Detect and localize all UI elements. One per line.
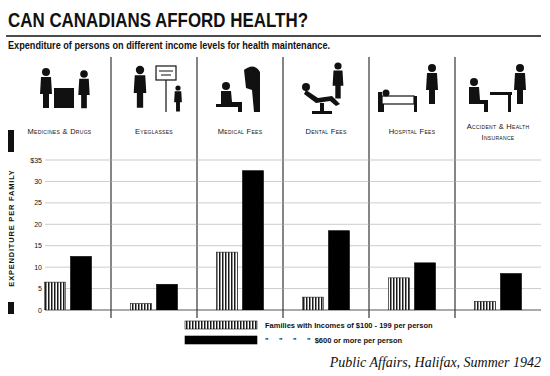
title-rule — [6, 35, 541, 37]
grid-line — [45, 181, 541, 182]
tick-label: $35 — [30, 157, 42, 164]
icon — [514, 73, 526, 104]
category-label-line: Medical Fees — [218, 127, 263, 136]
icon — [42, 68, 50, 76]
category-label-line: Eyeglasses — [135, 127, 173, 136]
icon — [222, 82, 230, 90]
legend-label: " " " " $600 or more per person — [265, 336, 403, 345]
background — [0, 0, 550, 376]
icon — [426, 73, 438, 104]
icon — [161, 75, 171, 76]
grid-line — [45, 202, 541, 203]
grid-line — [45, 160, 541, 161]
icons — [40, 62, 526, 114]
category-label: Eyeglasses — [135, 127, 173, 136]
bar — [243, 171, 264, 310]
tick-label: 15 — [34, 242, 42, 249]
icon — [382, 96, 414, 104]
icon — [159, 71, 173, 72]
axis-decoration — [8, 130, 14, 152]
grid-line — [45, 267, 541, 268]
icon — [156, 66, 176, 80]
icon — [508, 95, 511, 112]
category-label-line: Hospital Fees — [389, 127, 436, 136]
category-label: Accident & Health Insurance — [467, 122, 530, 142]
bar — [45, 282, 66, 310]
chart: CAN CANADIANS AFFORD HEALTH? Expenditure … — [0, 0, 550, 376]
bar — [131, 304, 152, 310]
category-label: Medical Fees — [218, 127, 263, 136]
icon — [382, 104, 384, 112]
icon — [469, 87, 488, 112]
column-separator — [368, 57, 369, 318]
icon — [78, 79, 89, 108]
legend-label: Families with Incomes of $100 - 199 per … — [265, 321, 433, 330]
y-axis-label: EXPENDITURE PER FAMILY — [7, 169, 16, 286]
tick-label: 30 — [34, 178, 42, 185]
icon — [136, 66, 144, 74]
icon — [216, 104, 238, 107]
category-label-line: Dental Fees — [305, 127, 346, 136]
category-label: Medicines & Drugs — [28, 127, 92, 136]
column-separator — [110, 57, 111, 318]
tick-label: 5 — [38, 285, 42, 292]
bar — [303, 297, 324, 310]
icon — [334, 62, 341, 69]
icon — [333, 71, 344, 99]
icon — [414, 96, 417, 112]
icon — [383, 90, 390, 97]
icon — [221, 91, 242, 112]
legend-swatch — [185, 321, 257, 329]
icon — [174, 91, 182, 111]
icon — [80, 70, 88, 78]
source: Public Affairs, Halifax, Summer 1942 — [329, 355, 541, 370]
category-label: Dental Fees — [305, 127, 346, 136]
bar — [501, 274, 522, 310]
bar — [329, 231, 350, 310]
grid-line — [45, 245, 541, 246]
icon — [312, 111, 332, 114]
icon — [134, 75, 147, 108]
grid-line — [45, 224, 541, 225]
icon — [470, 78, 478, 86]
icon — [40, 77, 52, 108]
tick-label: 0 — [38, 307, 42, 314]
column-separator — [196, 57, 197, 318]
icon — [516, 64, 524, 72]
icon — [302, 83, 310, 91]
category-label: Hospital Fees — [389, 127, 436, 136]
icon — [244, 66, 260, 112]
bar — [389, 278, 410, 310]
grid-line — [45, 288, 541, 289]
icon — [54, 88, 74, 108]
bar — [415, 263, 436, 310]
tick-label: 20 — [34, 221, 42, 228]
icon — [165, 80, 166, 112]
column-separator — [282, 57, 283, 318]
legend-swatch — [185, 336, 257, 344]
bar — [475, 301, 496, 310]
bar — [157, 284, 178, 310]
icon — [175, 85, 180, 90]
category-label-line: Insurance — [482, 133, 515, 142]
subtitle: Expenditure of persons on different inco… — [8, 39, 330, 51]
title: CAN CANADIANS AFFORD HEALTH? — [8, 8, 308, 31]
grid-line — [45, 310, 541, 311]
icon — [428, 64, 436, 72]
tick-label: 10 — [34, 264, 42, 271]
axis-decoration — [8, 302, 14, 314]
icon — [490, 92, 512, 95]
bar — [71, 256, 92, 310]
category-label-line: Accident & Health — [467, 122, 530, 131]
bars — [45, 171, 522, 310]
category-label-line: Medicines & Drugs — [28, 127, 92, 136]
tick-label: 25 — [34, 199, 42, 206]
icon — [378, 92, 382, 112]
column-separator — [454, 57, 455, 318]
bar — [217, 252, 238, 310]
